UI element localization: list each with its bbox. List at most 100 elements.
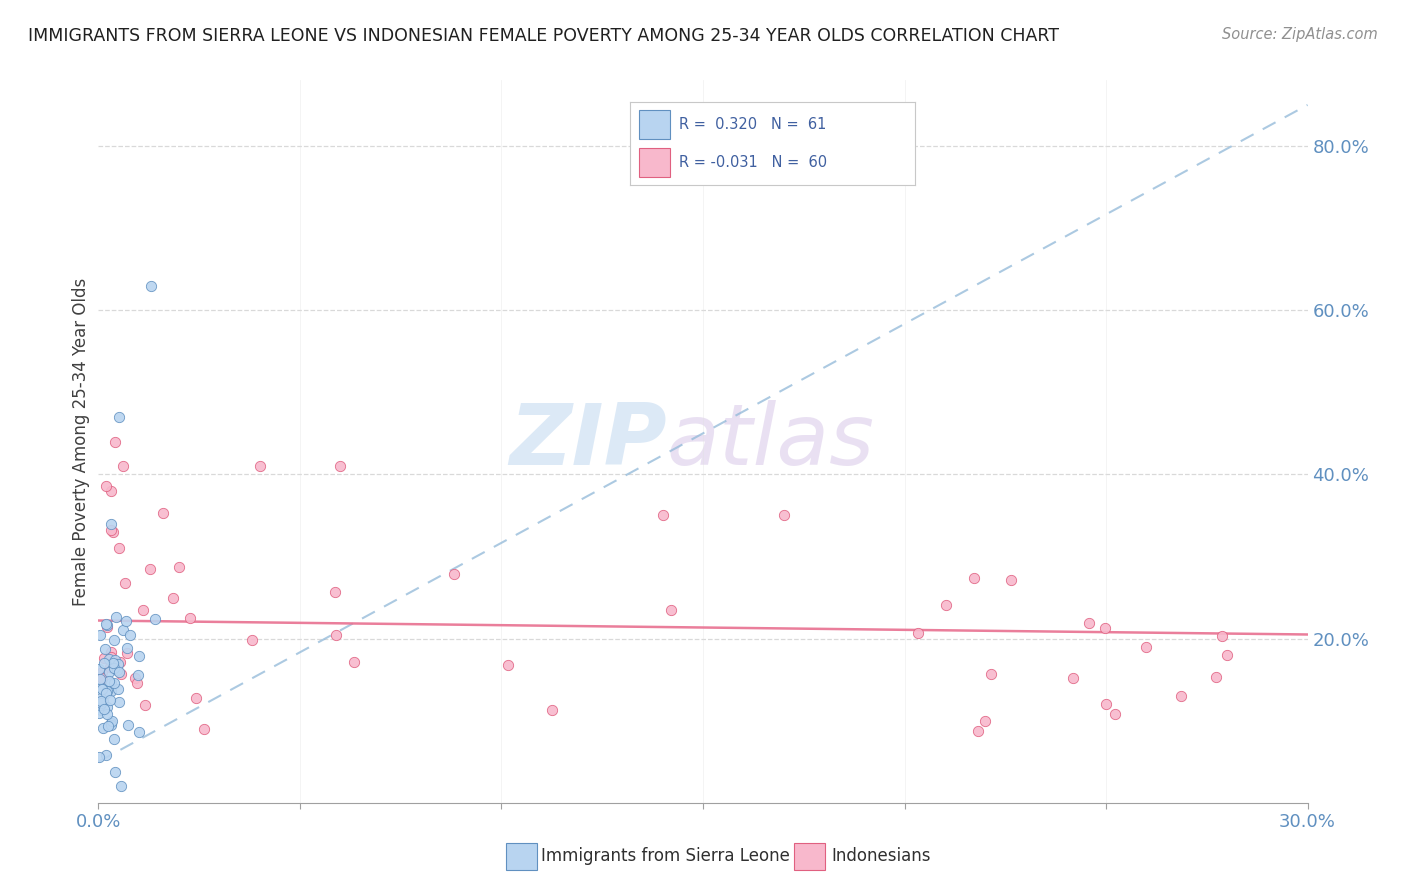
Point: [104, 653, 127, 667]
Point: [966, 723, 988, 738]
Point: [94, 617, 117, 632]
Point: [110, 666, 132, 681]
Point: [100, 676, 122, 690]
Text: Source: ZipAtlas.com: Source: ZipAtlas.com: [1222, 27, 1378, 42]
Point: [659, 603, 682, 617]
Point: [107, 657, 129, 672]
Point: [249, 459, 271, 474]
Point: [107, 409, 129, 424]
Text: Indonesians: Indonesians: [831, 847, 931, 865]
Point: [1135, 640, 1157, 654]
Point: [112, 623, 135, 637]
Point: [134, 698, 156, 712]
Point: [91, 694, 114, 708]
Point: [325, 628, 347, 642]
Point: [96, 700, 118, 714]
Point: [108, 656, 131, 670]
Point: [100, 718, 122, 732]
Point: [139, 562, 162, 576]
Point: [1062, 671, 1084, 685]
Point: [152, 507, 174, 521]
Point: [162, 591, 184, 606]
Point: [167, 560, 190, 574]
Point: [100, 715, 122, 730]
Point: [94, 686, 117, 700]
Point: [651, 508, 673, 523]
Point: [93, 702, 115, 716]
Point: [114, 614, 136, 628]
Point: [1216, 648, 1239, 662]
Point: [91, 721, 114, 735]
Point: [100, 483, 122, 498]
Point: [128, 725, 150, 739]
Point: [124, 671, 146, 685]
Point: [107, 695, 129, 709]
Point: [1095, 698, 1118, 712]
Point: [91, 681, 114, 696]
Point: [94, 748, 117, 763]
Point: [110, 780, 132, 794]
Point: [240, 632, 263, 647]
Point: [97, 652, 120, 666]
Y-axis label: Female Poverty Among 25-34 Year Olds: Female Poverty Among 25-34 Year Olds: [72, 277, 90, 606]
Point: [125, 676, 148, 690]
Point: [94, 642, 117, 657]
Point: [100, 523, 122, 537]
Point: [90, 690, 112, 705]
Point: [935, 598, 957, 612]
Point: [91, 665, 114, 680]
Point: [111, 459, 134, 474]
Point: [93, 651, 115, 665]
Point: [96, 620, 118, 634]
Point: [90, 694, 112, 708]
Point: [103, 656, 125, 670]
Point: [89, 695, 111, 709]
Point: [90, 703, 112, 717]
Point: [115, 641, 138, 656]
Point: [1211, 629, 1233, 643]
Point: [100, 684, 122, 698]
Point: [1205, 670, 1227, 684]
Point: [143, 612, 166, 626]
Point: [907, 626, 929, 640]
Point: [193, 722, 215, 736]
Point: [496, 657, 519, 672]
Point: [115, 646, 138, 660]
Point: [100, 516, 122, 531]
Point: [114, 575, 136, 590]
Point: [98, 692, 121, 706]
Point: [103, 659, 125, 673]
Point: [100, 649, 122, 664]
Point: [139, 278, 162, 293]
Point: [98, 660, 121, 674]
Point: [89, 662, 111, 676]
Point: [329, 459, 352, 474]
Point: [96, 478, 118, 492]
Point: [343, 656, 366, 670]
Point: [89, 628, 111, 642]
Point: [91, 694, 114, 708]
Point: [89, 672, 111, 686]
Point: [443, 566, 465, 581]
Point: [323, 585, 346, 599]
Point: [98, 673, 121, 688]
Point: [100, 645, 122, 659]
Point: [179, 611, 201, 625]
Point: [105, 664, 128, 678]
Point: [772, 508, 794, 523]
Point: [1094, 621, 1116, 635]
Point: [91, 671, 114, 685]
Point: [104, 765, 127, 780]
Point: [980, 666, 1002, 681]
Point: [103, 633, 125, 648]
Point: [98, 665, 121, 680]
Point: [97, 719, 120, 733]
Point: [103, 676, 125, 690]
Point: [90, 696, 112, 710]
Text: Immigrants from Sierra Leone: Immigrants from Sierra Leone: [541, 847, 790, 865]
Point: [96, 618, 118, 632]
Point: [1170, 690, 1192, 704]
Point: [963, 571, 986, 585]
Point: [108, 665, 131, 679]
Point: [117, 717, 139, 731]
